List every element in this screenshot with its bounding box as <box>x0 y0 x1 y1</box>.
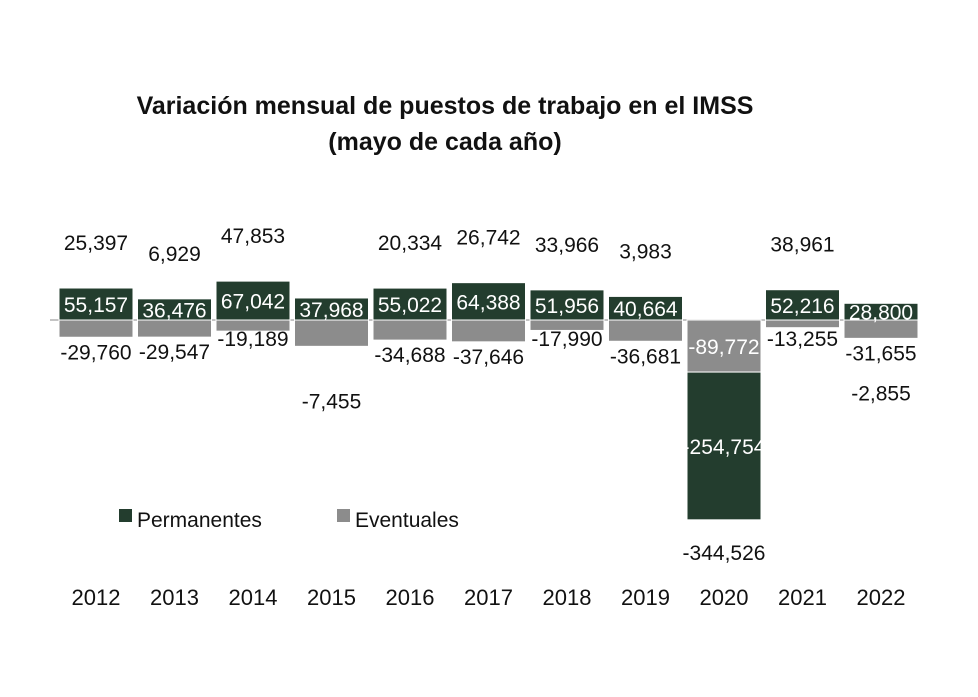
data-label-permanentes-2015: 37,968 <box>299 299 363 322</box>
bar-eventuales-2014 <box>215 319 291 332</box>
data-label-total-2015: -7,455 <box>302 390 362 413</box>
data-label-total-2013: 6,929 <box>148 243 201 266</box>
data-label-permanentes-2012: 55,157 <box>64 294 128 317</box>
chart-subtitle: (mayo de cada año) <box>328 128 562 156</box>
bar-eventuales-2017 <box>451 319 526 343</box>
data-label-permanentes-2018: 51,956 <box>535 295 599 318</box>
data-label-total-2012: 25,397 <box>64 232 128 255</box>
bar-eventuales-2015 <box>294 319 369 347</box>
bar-eventuales-2022 <box>843 319 919 339</box>
bar-permanentes-2018 <box>529 289 605 321</box>
chart-title: Variación mensual de puestos de trabajo … <box>136 92 754 120</box>
x-tick-label-2016: 2016 <box>386 585 435 610</box>
x-tick-label-2018: 2018 <box>543 585 592 610</box>
data-label-permanentes-2019: 40,664 <box>613 298 678 321</box>
data-label-permanentes-2013: 36,476 <box>142 299 206 322</box>
bar-permanentes-2017 <box>451 282 526 321</box>
bar-eventuales-2021 <box>765 319 840 329</box>
x-tick-label-2020: 2020 <box>700 585 749 610</box>
x-tick-label-2013: 2013 <box>150 585 199 610</box>
data-label-permanentes-2014: 67,042 <box>221 291 285 314</box>
data-label-eventuales-2015: -45,423 <box>296 350 367 373</box>
data-label-total-2021: 38,961 <box>770 234 834 257</box>
x-tick-label-2017: 2017 <box>464 585 513 610</box>
data-label-total-2017: 26,742 <box>456 227 520 250</box>
bar-eventuales-2012 <box>58 319 134 338</box>
bar-eventuales-2020 <box>686 319 762 373</box>
data-label-eventuales-2018: -17,990 <box>531 328 602 351</box>
data-label-eventuales-2019: -36,681 <box>610 345 681 368</box>
x-tick-label-2012: 2012 <box>72 585 121 610</box>
x-tick-label-2022: 2022 <box>857 585 906 610</box>
bar-permanentes-2014 <box>215 280 291 321</box>
data-label-total-2022: -2,855 <box>851 382 911 405</box>
data-label-eventuales-2017: -37,646 <box>453 346 524 369</box>
bar-eventuales-2018 <box>529 319 605 331</box>
data-label-eventuales-2021: -13,255 <box>767 328 838 351</box>
data-label-permanentes-2017: 64,388 <box>456 291 520 314</box>
data-label-permanentes-2021: 52,216 <box>770 295 834 318</box>
data-label-total-2019: 3,983 <box>619 240 672 263</box>
data-label-total-2018: 33,966 <box>535 234 599 257</box>
bar-eventuales-2016 <box>372 319 448 341</box>
x-tick-label-2021: 2021 <box>778 585 827 610</box>
bar-eventuales-2019 <box>608 319 683 342</box>
data-label-eventuales-2013: -29,547 <box>139 341 210 364</box>
x-tick-label-2019: 2019 <box>621 585 670 610</box>
x-tick-label-2015: 2015 <box>307 585 356 610</box>
data-label-total-2014: 47,853 <box>221 225 285 248</box>
x-tick-label-2014: 2014 <box>229 585 278 610</box>
data-label-total-2020: -344,526 <box>683 542 766 565</box>
data-label-eventuales-2012: -29,760 <box>60 341 131 364</box>
bar-permanentes-2021 <box>765 289 840 321</box>
chart-title-block: Variación mensual de puestos de trabajo … <box>0 88 890 160</box>
data-label-permanentes-2020: -254,754 <box>683 436 766 459</box>
bar-eventuales-2013 <box>137 319 212 338</box>
legend-label-eventuales: Eventuales <box>355 509 459 532</box>
data-label-eventuales-2016: -34,688 <box>374 344 445 367</box>
data-label-total-2016: 20,334 <box>378 232 443 255</box>
data-label-permanentes-2016: 55,022 <box>378 294 442 317</box>
data-label-eventuales-2022: -31,655 <box>845 342 916 365</box>
data-label-eventuales-2014: -19,189 <box>217 328 288 351</box>
legend-swatch-permanentes <box>119 509 132 522</box>
legend-label-permanentes: Permanentes <box>137 509 262 532</box>
bar-permanentes-2020 <box>686 371 762 521</box>
bar-permanentes-2016 <box>372 287 448 321</box>
data-label-eventuales-2020: -89,772 <box>688 336 759 359</box>
data-label-permanentes-2022: 28,800 <box>849 302 913 325</box>
legend-swatch-eventuales <box>337 509 350 522</box>
